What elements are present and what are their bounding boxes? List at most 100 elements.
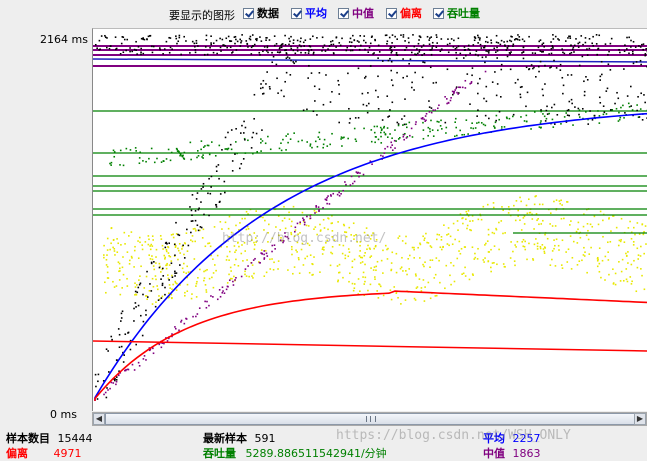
- data-dot: [392, 85, 394, 87]
- throughput-dot: [397, 237, 399, 239]
- scroll-left-icon[interactable]: ◀: [93, 413, 105, 425]
- throughput-dot: [322, 253, 324, 255]
- data-dot: [329, 45, 331, 47]
- checkbox-checked-icon[interactable]: [291, 8, 302, 19]
- data-dot: [386, 43, 388, 45]
- data-dot: [424, 62, 426, 64]
- throughput-dot: [362, 261, 364, 263]
- checkbox-deviation[interactable]: 偏离: [386, 6, 422, 20]
- data-dot: [584, 95, 586, 97]
- throughput-dot: [155, 256, 157, 258]
- checkbox-checked-icon[interactable]: [243, 8, 254, 19]
- throughput-dot: [637, 222, 639, 224]
- data-dot: [121, 43, 123, 45]
- throughput-dot: [424, 261, 426, 263]
- data-dot: [509, 40, 511, 42]
- throughput-dot: [530, 212, 532, 214]
- throughput-dot: [370, 284, 372, 286]
- data-dot: [99, 48, 101, 50]
- data-dot: [293, 63, 295, 65]
- throughput-dot: [254, 248, 256, 250]
- data-dot: [341, 38, 343, 40]
- throughput-dot: [402, 240, 404, 242]
- scroll-right-icon[interactable]: ▶: [634, 413, 646, 425]
- throughput-dot: [405, 243, 407, 245]
- data-dot: [455, 48, 457, 50]
- throughput-dot: [566, 261, 568, 263]
- data-dot: [197, 45, 199, 47]
- throughput-dot: [344, 258, 346, 260]
- data-dot: [316, 114, 318, 116]
- data-dot: [448, 51, 450, 53]
- data-dot: [336, 36, 338, 38]
- throughput-dot: [197, 277, 199, 279]
- checkbox-checked-icon[interactable]: [433, 8, 444, 19]
- throughput-dot: [473, 258, 475, 260]
- scrollbar-thumb[interactable]: [105, 413, 635, 425]
- throughput-dot: [464, 246, 466, 248]
- throughput-dot: [261, 249, 263, 251]
- throughput-dot: [537, 248, 539, 250]
- data-dot: [430, 36, 432, 38]
- throughput-dot: [542, 204, 544, 206]
- data-dot: [464, 49, 466, 51]
- throughput-dot: [206, 291, 208, 293]
- data-dot: [504, 44, 506, 46]
- horizontal-scrollbar[interactable]: ◀ ▶: [92, 412, 647, 426]
- median-dot: [350, 184, 352, 186]
- throughput-dot: [112, 247, 114, 249]
- throughput-dot: [448, 233, 450, 235]
- throughput-dot: [445, 265, 447, 267]
- throughput-dot: [474, 257, 476, 259]
- data-dot: [640, 46, 642, 48]
- throughput-dot: [423, 239, 425, 241]
- throughput-dot: [583, 247, 585, 249]
- throughput-dot: [177, 150, 179, 152]
- data-dot: [280, 45, 282, 47]
- throughput-dot: [123, 232, 125, 234]
- checkbox-checked-icon[interactable]: [386, 8, 397, 19]
- data-dot: [251, 137, 253, 139]
- data-dot: [231, 129, 233, 131]
- data-dot: [295, 61, 297, 63]
- data-dot: [551, 48, 553, 50]
- data-dot: [485, 41, 487, 43]
- throughput-dot: [391, 299, 393, 301]
- throughput-dot: [636, 290, 638, 292]
- throughput-dot: [183, 158, 185, 160]
- throughput-dot: [466, 211, 468, 213]
- median-dot: [391, 144, 393, 146]
- throughput-dot: [439, 282, 441, 284]
- throughput-dot: [373, 248, 375, 250]
- median-dot: [132, 364, 134, 366]
- throughput-dot: [238, 265, 240, 267]
- throughput-dot: [248, 228, 250, 230]
- throughput-dot: [192, 241, 194, 243]
- throughput-dot: [159, 263, 161, 265]
- checkbox-average[interactable]: 平均: [291, 6, 327, 20]
- data-dot: [332, 40, 334, 42]
- checkbox-throughput[interactable]: 吞吐量: [433, 6, 480, 20]
- data-dot: [260, 83, 262, 85]
- throughput-dot: [190, 159, 192, 161]
- throughput-dot: [645, 225, 647, 227]
- checkbox-checked-icon[interactable]: [338, 8, 349, 19]
- median-dot: [390, 142, 392, 144]
- throughput-dot: [298, 259, 300, 261]
- throughput-dot: [201, 156, 203, 158]
- data-dot: [554, 123, 556, 125]
- data-dot: [189, 206, 191, 208]
- checkbox-data[interactable]: 数据: [243, 6, 279, 20]
- data-dot: [166, 41, 168, 43]
- throughput-dot: [570, 235, 572, 237]
- throughput-dot: [470, 127, 472, 129]
- throughput-dot: [481, 219, 483, 221]
- data-dot: [135, 306, 137, 308]
- data-dot: [360, 45, 362, 47]
- throughput-dot: [463, 134, 465, 136]
- throughput-dot: [629, 221, 631, 223]
- checkbox-median[interactable]: 中值: [338, 6, 374, 20]
- data-dot: [186, 229, 188, 231]
- throughput-dot: [347, 138, 349, 140]
- throughput-dot: [231, 149, 233, 151]
